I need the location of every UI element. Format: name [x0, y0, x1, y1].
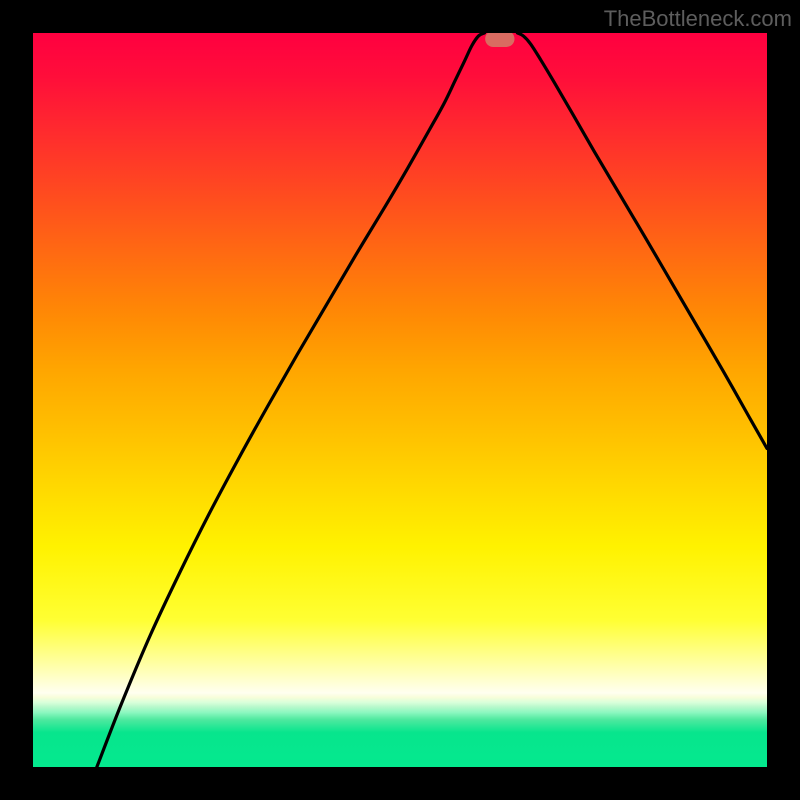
chart-svg — [33, 33, 767, 767]
plot-area — [33, 33, 767, 767]
chart-container: TheBottleneck.com — [0, 0, 800, 800]
gradient-background — [33, 33, 767, 767]
attribution-label: TheBottleneck.com — [604, 6, 792, 32]
bottleneck-marker — [485, 33, 514, 47]
